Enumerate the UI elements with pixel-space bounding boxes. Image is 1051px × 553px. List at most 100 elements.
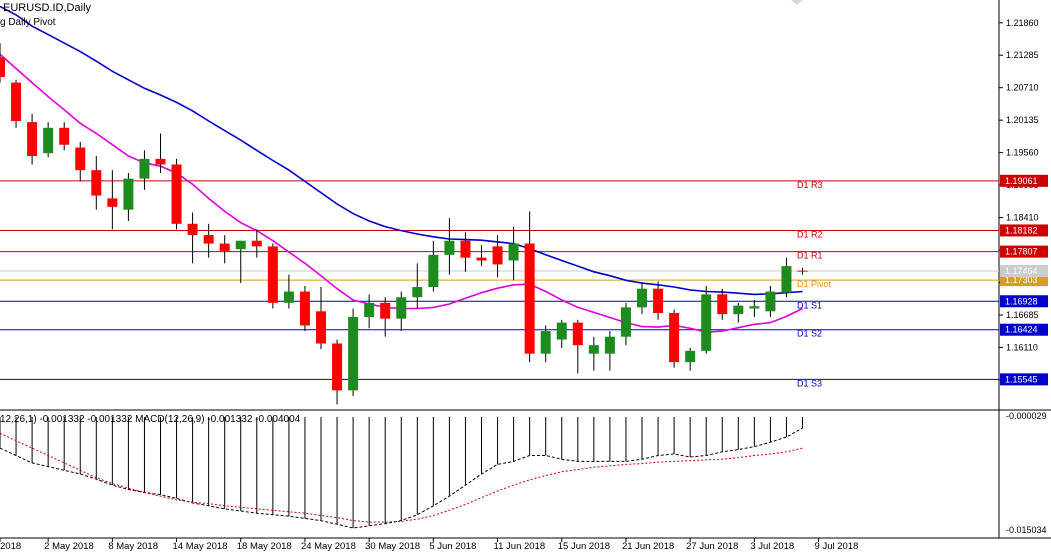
candle-bear [316,311,326,344]
candle-bear [669,313,680,363]
pivot-value-label: 1.15545 [1005,374,1038,384]
candle-bear [653,288,664,314]
pivot-value-tag [1000,295,1048,308]
date-tick-label: 14 May 2018 [173,541,228,552]
date-tick-label: 11 Jun 2018 [494,541,546,552]
pivot-value-label: 1.17807 [1005,247,1038,257]
date-tick-label: 5 Jun 2018 [429,541,476,552]
candle-bull [428,254,439,288]
candle-bull [637,288,647,308]
macd-main-line [0,427,803,529]
candle-bear [492,246,503,265]
price-tick-label: 1.21860 [1006,18,1039,28]
candle-bear [11,82,22,122]
date-tick-label: 2018 [0,541,21,552]
date-tick-label: 21 Jun 2018 [622,541,674,552]
macd-signal-line [0,432,803,523]
candle-bull [701,294,712,351]
current-price-label: 1.17464 [1005,266,1038,276]
candle-bull [556,322,567,340]
pivot-value-label: 1.16928 [1005,296,1038,306]
candle-bear [59,127,70,145]
candle-bull [43,127,54,154]
candle-bear [171,164,182,224]
candle-bull [396,297,407,319]
candle-bear [251,240,262,247]
pivot-value-label: 1.19061 [1005,176,1038,186]
macd-axis-top-label: -0.000029 [1006,411,1047,421]
candle-bear [332,343,343,391]
candle-bear [187,223,198,236]
date-tick-label: 27 Jun 2018 [686,541,738,552]
macd-info-label: 12,26,1) -0.001332 -0.001332 MACD(12,26,… [0,414,301,425]
candle-bear [717,294,728,315]
candle-bear [155,158,166,165]
symbol-label: EURUSD.ID,Daily [3,2,92,14]
candle-bear [460,240,471,258]
price-tick-label: 1.20135 [1006,115,1039,125]
price-tick-label: 1.20710 [1006,83,1039,93]
pivot-label: D1 S1 [797,300,822,310]
candle-bull [348,316,359,391]
pivot-value-tag [1000,245,1048,258]
candle-bull [235,240,246,250]
pivot-label: D1 S2 [797,329,822,339]
candle-bull [123,178,134,210]
indicator-label: g Daily Pivot [0,17,56,28]
candle-bull [588,345,599,354]
pivot-value-tag [1000,224,1048,237]
price-tick-label: 1.19560 [1006,148,1039,158]
date-tick-label: 3 Jul 2018 [750,541,794,552]
ma-slow-line [0,5,803,296]
pivot-label: D1 R2 [797,229,823,239]
pivot-value-tag [1000,373,1048,386]
pivot-value-tag [1000,174,1048,187]
candle-bull [749,306,760,309]
date-tick-label: 2 May 2018 [44,541,94,552]
candle-bear [75,147,86,171]
macd-axis-bottom-label: -0.015034 [1006,525,1047,535]
candle-bull [765,291,776,312]
ma-fast-line [0,53,803,334]
candle-bear [299,291,310,326]
date-tick-label: 15 Jun 2018 [558,541,610,552]
candle-bear [203,235,214,244]
candle-bull [733,305,744,315]
candle-bull [283,291,294,303]
chart-shift-marker-icon[interactable] [791,0,803,5]
candle-bear [476,257,487,261]
candle-bull [604,336,615,354]
current-price-tag [1000,264,1048,277]
candle-bear [107,198,118,207]
pivot-label: D1 S3 [797,378,822,388]
candle-bull [139,158,150,179]
candle-bull [540,331,551,354]
price-tick-label: 1.16685 [1006,310,1039,320]
price-tick-label: 1.18410 [1006,213,1039,223]
pivot-value-label: 1.17303 [1005,275,1038,285]
candle-bear [797,270,808,272]
candle-bear [380,302,391,319]
date-tick-label: 9 Jul 2018 [815,541,859,552]
price-tick-label: 1.21285 [1006,50,1039,60]
candle-bear [572,322,583,346]
pivot-value-label: 1.18182 [1005,225,1038,235]
pivot-label: D1 Pivot [797,279,832,289]
candle-bear [219,243,230,251]
candle-bear [0,57,5,77]
date-tick-label: 30 May 2018 [365,541,420,552]
candle-bull [508,243,519,261]
candle-bear [27,122,38,157]
candle-bull [412,287,423,298]
pivot-label: D1 R1 [797,251,823,261]
candle-bull [620,307,631,337]
pivot-label: D1 R3 [797,180,823,190]
candle-bull [685,350,696,363]
candle-bull [364,302,375,317]
candle-bear [267,246,278,303]
date-tick-label: 18 May 2018 [237,541,292,552]
candle-bull [781,266,792,293]
pivot-value-tag [1000,274,1048,287]
pivot-value-tag [1000,323,1048,336]
